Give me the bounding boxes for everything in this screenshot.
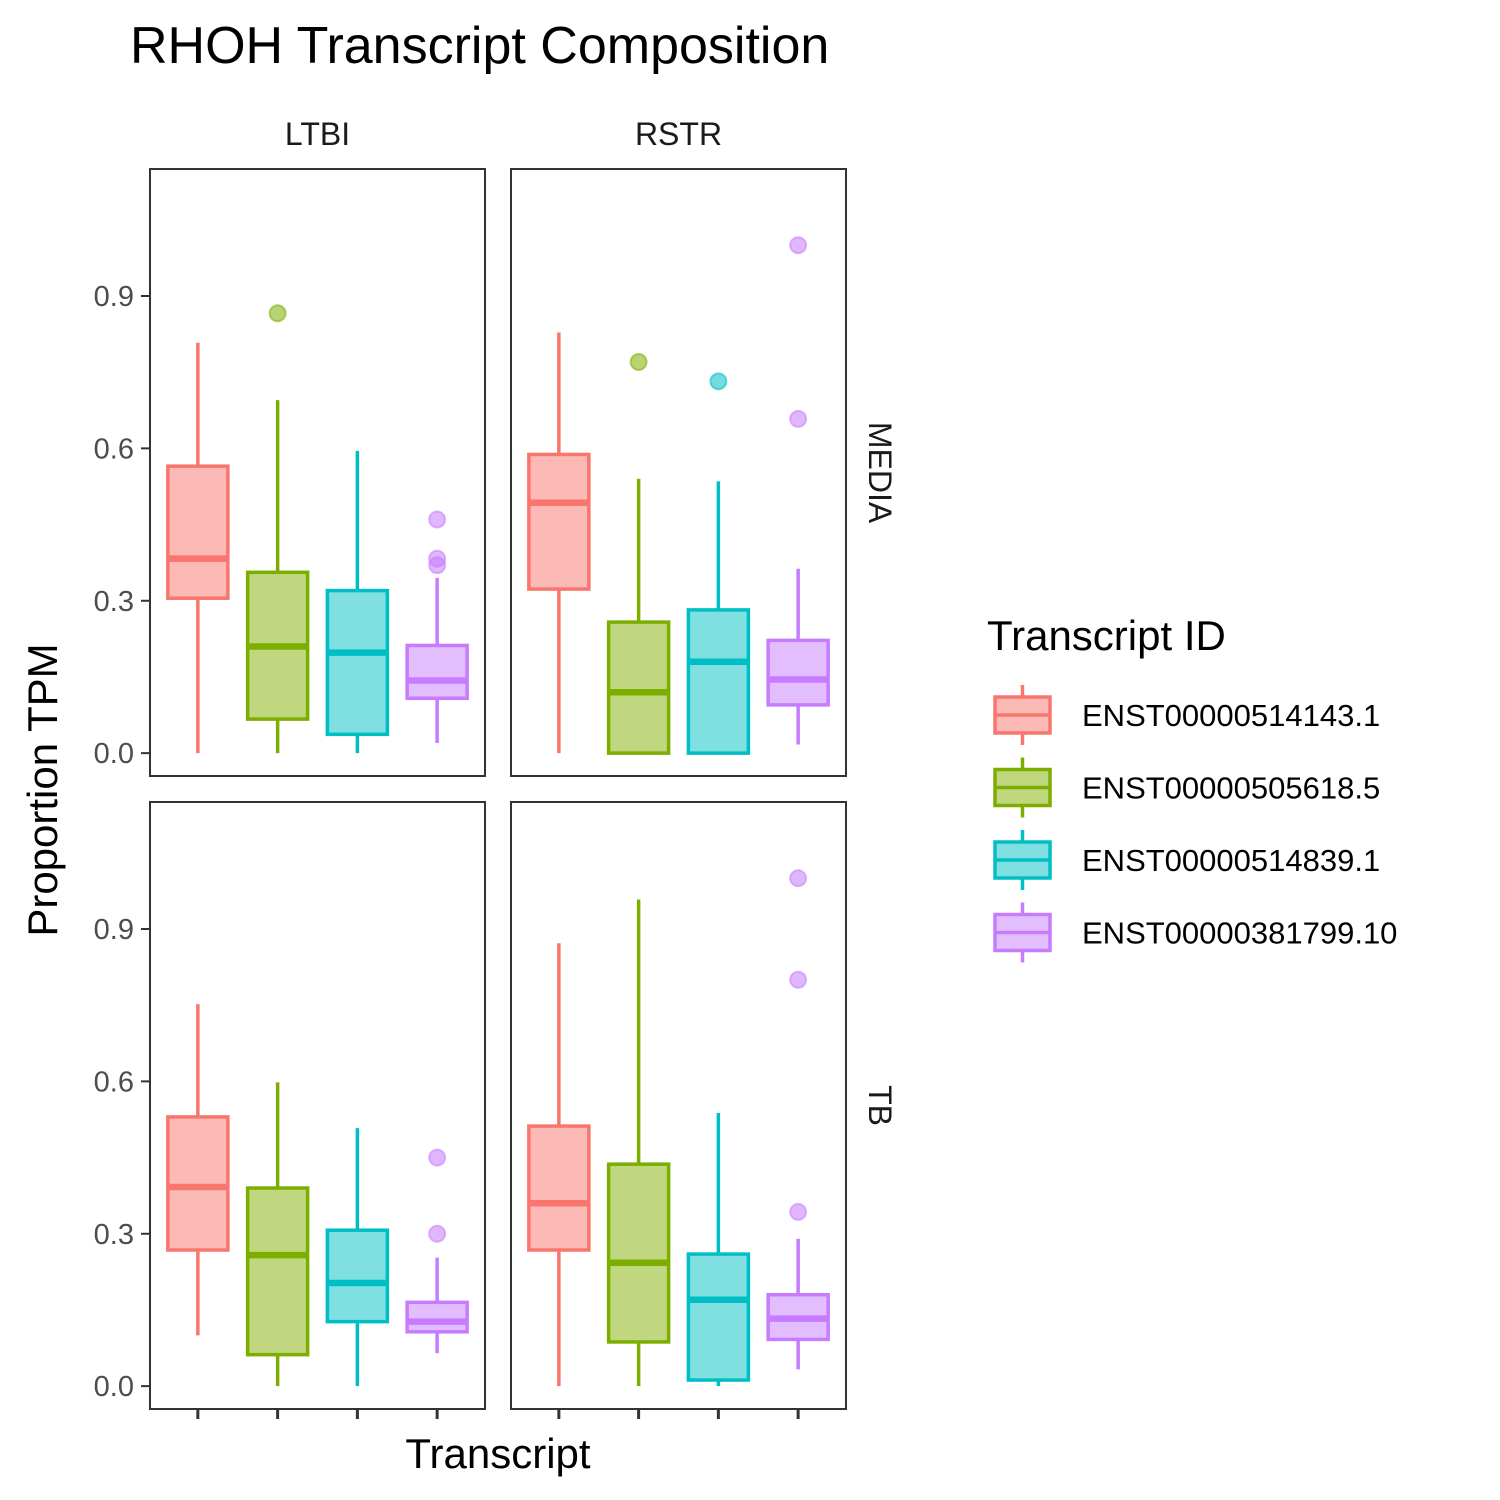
legend-label: ENST00000514143.1: [1082, 698, 1380, 733]
box-3: [686, 372, 751, 755]
outlier-point: [268, 304, 287, 323]
panel-border: [149, 801, 486, 1410]
y-tick-label: 0.9: [94, 281, 134, 313]
y-tick-label: 0.3: [94, 1219, 134, 1251]
box-iqr: [686, 608, 751, 755]
box-1: [166, 342, 230, 754]
panel-ltbi-tb: [149, 801, 486, 1410]
outlier-point: [789, 869, 808, 888]
facet-strip-tb: TB: [862, 1085, 898, 1126]
outlier-point: [789, 236, 808, 255]
box-2: [606, 899, 671, 1387]
box-4: [405, 1148, 469, 1354]
legend-item-3: ENST00000514839.1: [993, 830, 1380, 890]
box-iqr: [606, 620, 671, 755]
legend-item-4: ENST00000381799.10: [993, 902, 1397, 963]
box-iqr: [325, 1228, 390, 1324]
x-axis-title: Transcript: [405, 1430, 590, 1477]
legend-label: ENST00000505618.5: [1082, 771, 1380, 806]
facet-strip-media: MEDIA: [862, 422, 898, 524]
panel-border: [510, 168, 847, 777]
facet-panels: LTBI RSTR MEDIA TB: [149, 116, 898, 1410]
box-3: [325, 1128, 390, 1387]
outlier-point: [789, 970, 808, 989]
box-iqr: [606, 1162, 671, 1344]
box-iqr: [686, 1252, 751, 1382]
outlier-point: [428, 1224, 447, 1243]
legend-label: ENST00000381799.10: [1082, 916, 1397, 951]
box-4: [405, 510, 469, 743]
box-iqr: [166, 1115, 230, 1252]
y-tick-label: 0.0: [94, 738, 134, 770]
box-iqr: [405, 1300, 469, 1334]
box-1: [166, 1004, 230, 1336]
box-iqr: [527, 452, 591, 591]
y-tick-label: 0.0: [94, 1371, 134, 1403]
box-iqr: [325, 588, 390, 737]
panel-ltbi-media: [149, 168, 486, 777]
box-4: [766, 236, 830, 745]
box-3: [325, 450, 390, 754]
outlier-point: [428, 556, 447, 575]
legend-item-1: ENST00000514143.1: [993, 685, 1380, 745]
box-1: [527, 943, 591, 1387]
box-2: [245, 304, 310, 754]
outlier-point: [428, 510, 447, 529]
outlier-point: [428, 1148, 447, 1167]
facet-strip-ltbi: LTBI: [285, 116, 350, 152]
legend-title: Transcript ID: [987, 612, 1226, 659]
box-iqr: [166, 464, 230, 600]
legend-label: ENST00000514839.1: [1082, 843, 1380, 878]
outlier-point: [709, 372, 728, 391]
outlier-point: [789, 409, 808, 428]
box-2: [606, 353, 671, 755]
outlier-point: [789, 1202, 808, 1221]
box-3: [686, 1112, 751, 1387]
y-tick-label: 0.3: [94, 586, 134, 618]
legend: Transcript ID ENST00000514143.1 ENST000005…: [987, 612, 1397, 963]
y-axis-title: Proportion TPM: [19, 643, 66, 936]
legend-item-2: ENST00000505618.5: [993, 757, 1380, 818]
axes: 0.0 0.3 0.6 0.9 0.0 0.3 0.6 0.9: [94, 281, 800, 1419]
panel-rstr-tb: [510, 801, 847, 1410]
y-tick-label: 0.6: [94, 1066, 134, 1098]
panel-rstr-media: [510, 168, 847, 777]
box-iqr: [766, 638, 830, 707]
y-tick-label: 0.6: [94, 433, 134, 465]
box-4: [766, 869, 830, 1370]
box-1: [527, 332, 591, 754]
facet-strip-rstr: RSTR: [635, 116, 722, 152]
y-tick-label: 0.9: [94, 914, 134, 946]
box-2: [245, 1082, 310, 1387]
panel-border: [149, 168, 486, 777]
box-iqr: [527, 1124, 591, 1252]
outlier-point: [629, 353, 648, 372]
box-iqr: [245, 1186, 310, 1357]
box-iqr: [405, 643, 469, 701]
chart-title: RHOH Transcript Composition: [130, 17, 829, 75]
panel-border: [510, 801, 847, 1410]
